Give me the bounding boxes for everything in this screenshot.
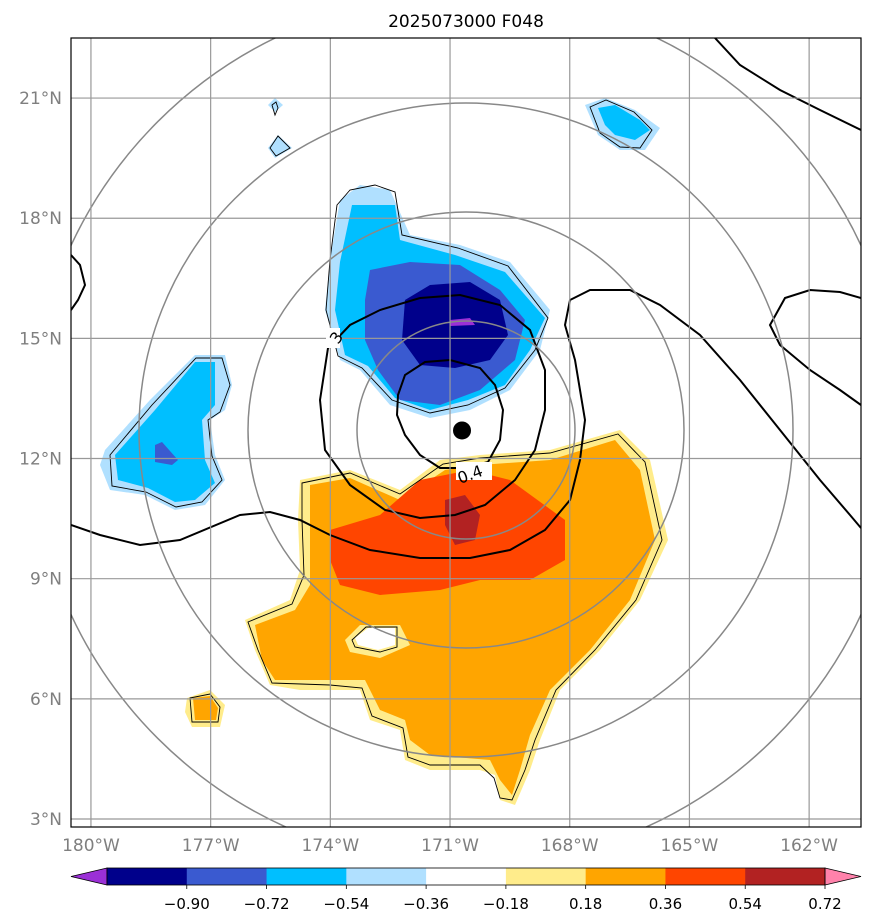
colorbar-bin [186,868,268,885]
latitude-axis: 3°N 6°N 9°N 12°N 15°N 18°N 21°N [19,89,62,830]
colorbar-tick-label: −0.54 [323,895,369,913]
anomaly-outline [109,99,663,801]
colorbar-tick-label: −0.18 [483,895,529,913]
latitude-tick-label: 15°N [19,329,62,349]
longitude-tick-label: 165°W [661,836,719,856]
graticule [71,38,861,827]
range-rings [71,38,861,827]
colorbar-tick-label: −0.72 [244,895,290,913]
colorbar-bin [266,868,347,885]
longitude-tick-label: 174°W [301,836,359,856]
colorbar-bin [665,868,746,885]
latitude-tick-label: 12°N [19,450,62,470]
colorbar-tick-label: −0.36 [403,895,449,913]
colorbar: −0.90 −0.72 −0.54 −0.36 −0.18 0.18 0.36 0.54 0.7… [70,867,862,913]
latitude-tick-label: 3°N [30,810,62,830]
longitude-tick-label: 180°W [62,836,120,856]
longitude-tick-label: 177°W [182,836,240,856]
colorbar-extend-low [70,867,108,886]
colorbar-bin [505,868,587,885]
positive-anomaly-region [185,430,668,805]
colorbar-tick-label: 0.72 [808,895,841,913]
map-plot-area [71,38,861,827]
colorbar-tick-label: 0.36 [649,895,682,913]
colorbar-bin [107,868,188,885]
colorbar-frame [106,867,826,886]
colorbar-bin [585,868,666,885]
longitude-tick-label: 168°W [541,836,599,856]
colorbar-bin [426,868,507,885]
latitude-tick-label: 18°N [19,209,62,229]
plot-frame [70,37,862,828]
storm-center-marker [453,421,472,440]
plot-title: 2025073000 F048 [388,12,544,32]
longitude-axis: 180°W 177°W 174°W 171°W 168°W 165°W 162°W [62,836,838,856]
latitude-tick-label: 21°N [19,89,62,109]
longitude-tick-label: 171°W [421,836,479,856]
colorbar-tick-label: −0.90 [164,895,210,913]
contour-label-0-4: 0.4 [455,461,492,488]
negative-anomaly-region [100,98,660,510]
colorbar-tick-label: 0.54 [729,895,762,913]
latitude-tick-label: 6°N [30,690,62,710]
latitude-tick-label: 9°N [30,570,62,590]
colorbar-bin [346,868,427,885]
contour-lines [71,38,861,559]
colorbar-tick-label: 0.18 [569,895,602,913]
colorbar-extend-high [824,867,862,886]
colorbar-bin [745,868,826,885]
longitude-tick-label: 162°W [780,836,838,856]
